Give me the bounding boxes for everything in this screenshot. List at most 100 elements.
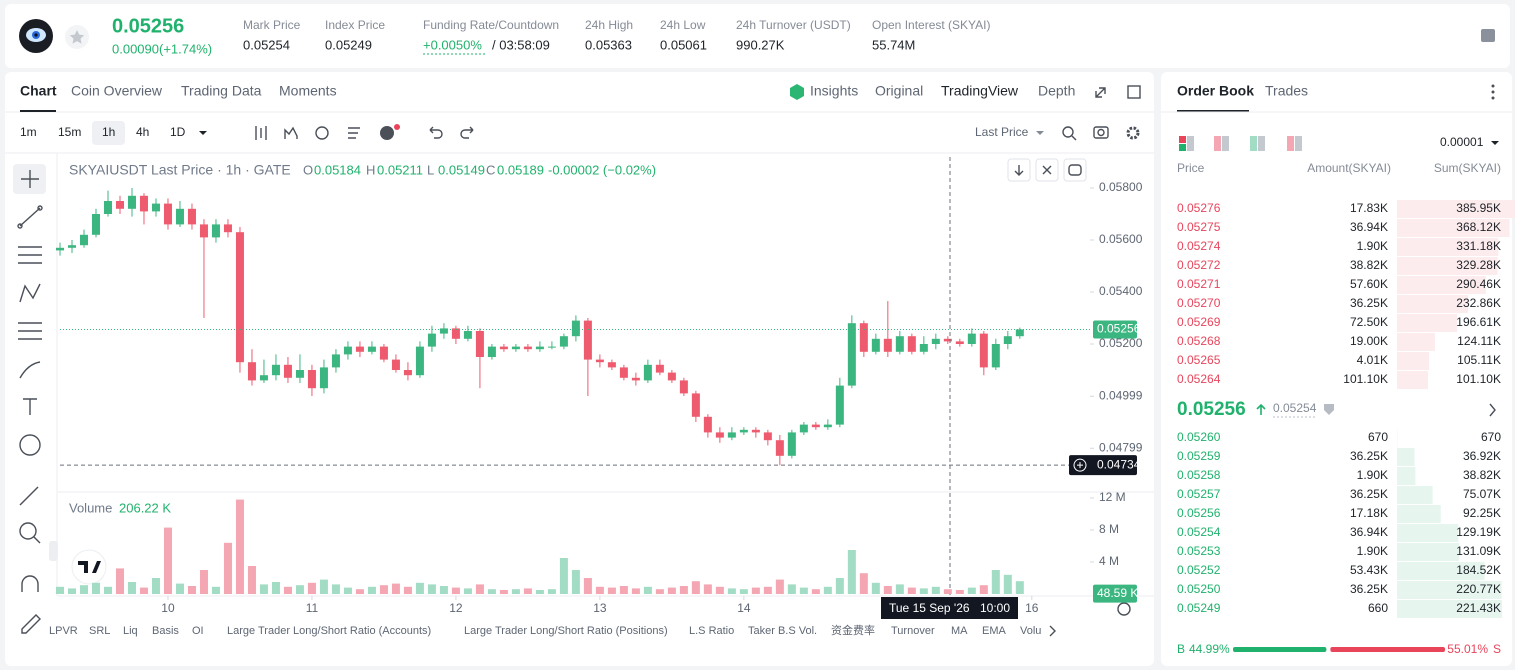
candle-body: [631, 377, 640, 381]
book-amount: 38.82K: [1350, 258, 1388, 272]
volume-bar: [535, 590, 544, 594]
book-amount: 101.10K: [1343, 372, 1388, 386]
volume-bar: [175, 583, 184, 594]
depth-bar: [1397, 200, 1515, 218]
add-alert-icon[interactable]: [1073, 458, 1087, 472]
candle-body: [895, 336, 904, 352]
candle-body: [355, 346, 364, 352]
book-tab[interactable]: Order Book: [1177, 83, 1254, 99]
book-amount: 57.60K: [1350, 277, 1388, 291]
favorite-star[interactable]: [65, 25, 89, 49]
legend-key: H: [366, 162, 375, 177]
settings-icon[interactable]: [1117, 602, 1131, 616]
price-source[interactable]: Last Price: [975, 125, 1029, 139]
indicator[interactable]: OI: [192, 625, 204, 637]
chart-tab[interactable]: Coin Overview: [71, 83, 163, 99]
indicator[interactable]: Turnover: [891, 625, 935, 637]
precision[interactable]: 0.00001: [1440, 135, 1484, 149]
interval-caret[interactable]: [199, 131, 207, 135]
volume-bar: [691, 581, 700, 594]
indicator[interactable]: LPVR: [49, 625, 78, 637]
indicator[interactable]: Volu: [1020, 625, 1041, 637]
chart-buttons[interactable]: [1007, 158, 1087, 182]
interval[interactable]: 1m: [20, 125, 37, 139]
insights-icon: [790, 84, 804, 100]
book-sum: 232.86K: [1456, 296, 1501, 310]
depth-bar: [1397, 505, 1441, 523]
volume-last-box: [1093, 584, 1137, 603]
volume-bar: [283, 586, 292, 594]
fullscreen-icon[interactable]: [1095, 87, 1106, 98]
chart-tab[interactable]: Trading Data: [181, 83, 262, 99]
indicator[interactable]: EMA: [982, 625, 1007, 637]
book-more[interactable]: [1489, 403, 1496, 417]
depth-bar: [1397, 562, 1485, 580]
chart-tab[interactable]: Moments: [279, 83, 337, 99]
add-alert-plus[interactable]: [1077, 462, 1083, 469]
indicator[interactable]: Large Trader Long/Short Ratio (Positions…: [464, 625, 668, 637]
candle-body: [739, 429, 748, 433]
book-price: 0.05256: [1177, 506, 1221, 520]
candle-body: [343, 346, 352, 355]
indicator[interactable]: MA: [951, 625, 968, 637]
depth-bar: [1397, 352, 1430, 370]
view-tab[interactable]: Original: [875, 83, 923, 99]
volume-bar: [127, 582, 136, 594]
indicator[interactable]: Basis: [152, 625, 179, 637]
volume-bar: [943, 589, 952, 594]
stat-value: 0.05061: [660, 37, 707, 52]
precision-caret[interactable]: [1491, 141, 1499, 145]
indicator[interactable]: SRL: [89, 625, 110, 637]
header-menu-icon[interactable]: [1481, 29, 1495, 42]
interval[interactable]: 1h: [102, 125, 115, 139]
book-price: 0.05268: [1177, 334, 1221, 348]
volume-bar: [451, 587, 460, 594]
interval[interactable]: 1D: [170, 125, 186, 139]
volume-bar: [847, 550, 856, 594]
volume-bar: [187, 586, 196, 594]
header-panel: [5, 4, 1510, 68]
volume-bar: [259, 584, 268, 594]
interval[interactable]: 15m: [58, 125, 81, 139]
book-tab[interactable]: Trades: [1265, 83, 1308, 99]
view-tab[interactable]: TradingView: [941, 83, 1019, 99]
book-amount: 1.90K: [1357, 468, 1388, 482]
last-price-box: [1093, 320, 1137, 339]
book-amount: 17.83K: [1350, 201, 1388, 215]
candle-body: [847, 323, 856, 386]
indicator[interactable]: 资金费率: [831, 623, 875, 637]
last-price-label: 0.05256: [1097, 322, 1141, 336]
candle-body: [1003, 336, 1012, 345]
indicator-more[interactable]: [1049, 625, 1056, 637]
volume-bar: [235, 499, 244, 594]
indicator[interactable]: Large Trader Long/Short Ratio (Accounts): [227, 625, 431, 637]
volume-bar: [115, 568, 124, 594]
book-sum: 329.28K: [1456, 258, 1501, 272]
chart-tab[interactable]: Chart: [20, 83, 57, 99]
candle-body: [571, 320, 580, 337]
indicator[interactable]: L.S Ratio: [689, 625, 734, 637]
candle-body: [607, 362, 616, 368]
book-sum: 196.61K: [1456, 315, 1501, 329]
candle-body: [943, 338, 952, 342]
candle-body: [583, 320, 592, 360]
volume-bar: [139, 587, 148, 594]
stat-value: 0.05254: [243, 37, 290, 52]
candle-body: [811, 424, 820, 428]
drawing-tools[interactable]: [13, 164, 46, 634]
collapse-handle[interactable]: [49, 541, 58, 561]
candle-body: [115, 200, 124, 209]
more-icon[interactable]: [1491, 84, 1495, 100]
volume-current: 206.22 K: [119, 500, 171, 515]
book-layout-icons[interactable]: [1179, 136, 1302, 151]
toolbar-icons[interactable]: [255, 124, 1140, 141]
view-tab[interactable]: Insights: [810, 83, 858, 99]
volume-bar: [307, 582, 316, 594]
interval[interactable]: 4h: [136, 125, 149, 139]
candle-body: [499, 346, 508, 350]
indicator[interactable]: Taker B.S Vol.: [748, 625, 817, 637]
window-icon[interactable]: [1127, 85, 1141, 99]
view-tab[interactable]: Depth: [1038, 83, 1075, 99]
indicator[interactable]: Liq: [123, 625, 138, 637]
book-sum: 368.12K: [1456, 220, 1501, 234]
